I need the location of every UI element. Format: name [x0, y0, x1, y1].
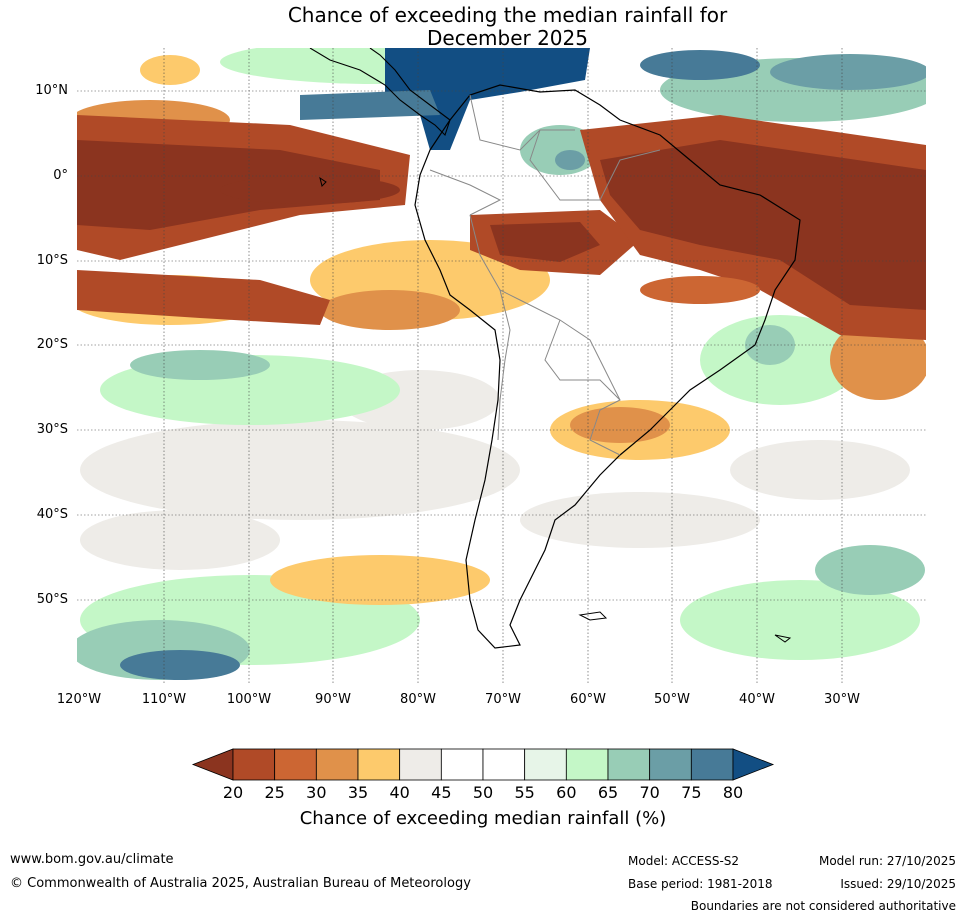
colorbar: [191, 748, 775, 781]
lat-label: 20°S: [36, 337, 68, 352]
colorbar-tick-label: 75: [681, 783, 702, 802]
colorbar-tick-label: 65: [597, 783, 619, 802]
title-line-2: December 2025: [427, 26, 588, 50]
colorbar-tick-label: 30: [306, 783, 327, 802]
disclaimer-text: Boundaries are not considered authoritat…: [690, 899, 956, 913]
colorbar-swatch: [274, 748, 317, 781]
lon-label: 110°W: [141, 692, 187, 707]
colorbar-swatch: [690, 748, 734, 781]
colorbar-swatch: [607, 748, 651, 781]
south-america-coastline: [414, 84, 801, 649]
lon-label: 120°W: [56, 692, 102, 707]
colorbar-tick-label: 45: [431, 783, 452, 802]
title-line-1: Chance of exceeding the median rainfall …: [287, 3, 728, 27]
lon-label: 70°W: [485, 692, 521, 707]
lat-label: 40°S: [36, 507, 68, 522]
lon-label: 100°W: [226, 692, 272, 707]
colorbar-swatch: [440, 748, 484, 781]
issued-text: Issued: 29/10/2025: [840, 877, 956, 891]
lat-label: 50°S: [36, 592, 68, 607]
colorbar-swatch: [399, 748, 442, 781]
colorbar-tick-label: 25: [264, 783, 285, 802]
graticule: [77, 48, 926, 685]
copyright-text: © Commonwealth of Australia 2025, Austra…: [10, 876, 471, 891]
colorbar-swatch: [524, 748, 567, 781]
lon-label: 80°W: [400, 692, 436, 707]
central-america-coastline: [309, 48, 451, 137]
colorbar-tick-label: 80: [722, 783, 744, 802]
colorbar-swatch: [482, 748, 526, 781]
lon-label: 40°W: [739, 692, 775, 707]
colorbar-tick-label: 55: [514, 783, 535, 802]
colorbar-swatch: [232, 748, 276, 781]
base-period-text: Base period: 1981-2018: [628, 877, 773, 891]
lon-label: 50°W: [654, 692, 690, 707]
very-dry-regions: [77, 115, 926, 340]
colorbar-tick-label: 35: [347, 783, 369, 802]
lat-label: 0°: [53, 168, 68, 183]
map-title: Chance of exceeding the median rainfall …: [0, 4, 965, 50]
lon-label: 90°W: [315, 692, 351, 707]
website-link[interactable]: www.bom.gov.au/climate: [10, 852, 174, 867]
colorbar-tick-label: 60: [556, 783, 577, 802]
model-text: Model: ACCESS-S2: [628, 854, 740, 868]
colorbar-swatch: [357, 748, 401, 781]
colorbar-tick-label: 20: [222, 783, 244, 802]
colorbar-tick-label: 70: [639, 783, 660, 802]
country-borders: [429, 94, 661, 456]
model-run-text: Model run: 27/10/2025: [818, 854, 956, 868]
very-wet-region: [300, 48, 590, 150]
colorbar-swatch: [565, 748, 609, 781]
lat-label: 10°N: [35, 83, 68, 98]
lat-label: 10°S: [36, 253, 68, 268]
colorbar-tick-label: 50: [472, 783, 494, 802]
lat-label: 30°S: [36, 422, 68, 437]
lon-label: 60°W: [570, 692, 606, 707]
colorbar-title: Chance of exceeding median rainfall (%): [299, 808, 667, 829]
colorbar-swatch: [649, 748, 692, 781]
lon-label: 30°W: [824, 692, 860, 707]
colorbar-arrow-high: [732, 748, 775, 781]
map-plot-area: [77, 48, 926, 685]
islands: [319, 176, 792, 643]
colorbar-swatch: [315, 748, 359, 781]
colorbar-arrow-low: [191, 748, 234, 781]
colorbar-tick-label: 40: [389, 783, 410, 802]
